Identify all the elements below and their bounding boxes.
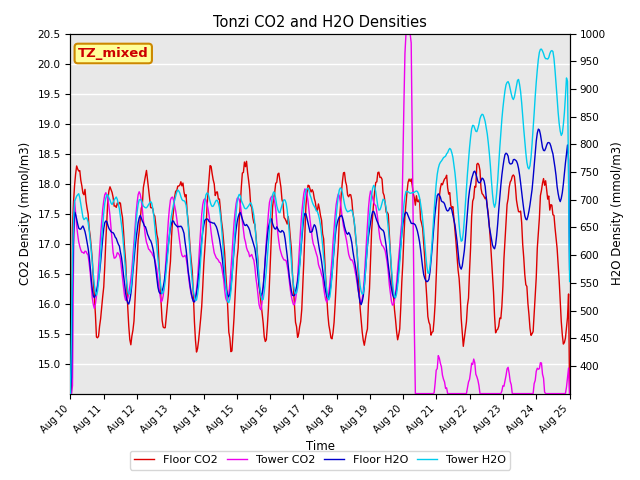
- Y-axis label: H2O Density (mmol/m3): H2O Density (mmol/m3): [611, 142, 624, 286]
- Floor CO2: [278, 197, 286, 203]
- Floor H2O: [520, 206, 527, 212]
- Tower H2O: [370, 182, 378, 188]
- Floor CO2: [347, 192, 355, 198]
- Legend: Floor CO2, Tower CO2, Floor H2O, Tower H2O: Floor CO2, Tower CO2, Floor H2O, Tower H…: [130, 451, 510, 469]
- Tower H2O: [566, 278, 573, 284]
- Line: Floor H2O: Floor H2O: [70, 129, 570, 394]
- Floor H2O: [370, 208, 378, 214]
- Y-axis label: CO2 Density (mmol/m3): CO2 Density (mmol/m3): [19, 142, 32, 285]
- Floor H2O: [222, 283, 230, 289]
- Tower H2O: [433, 171, 441, 177]
- Tower CO2: [370, 199, 378, 205]
- Floor CO2: [243, 158, 250, 164]
- Floor H2O: [346, 231, 353, 237]
- Tower CO2: [346, 255, 353, 261]
- Floor CO2: [435, 220, 442, 226]
- Tower CO2: [67, 391, 74, 396]
- Floor H2O: [277, 229, 285, 235]
- Line: Floor CO2: Floor CO2: [70, 161, 570, 394]
- Floor H2O: [67, 391, 74, 396]
- Title: Tonzi CO2 and H2O Densities: Tonzi CO2 and H2O Densities: [213, 15, 427, 30]
- Line: Tower H2O: Tower H2O: [70, 49, 570, 394]
- Floor H2O: [534, 126, 542, 132]
- Text: TZ_mixed: TZ_mixed: [78, 47, 148, 60]
- Tower CO2: [402, 31, 410, 36]
- Tower CO2: [435, 353, 442, 359]
- Floor CO2: [222, 270, 230, 276]
- Tower H2O: [520, 126, 527, 132]
- Floor H2O: [566, 267, 573, 273]
- Floor CO2: [371, 188, 378, 194]
- Floor CO2: [67, 391, 74, 396]
- Floor CO2: [566, 391, 573, 396]
- Tower H2O: [538, 46, 545, 52]
- Tower CO2: [521, 391, 529, 396]
- Tower CO2: [222, 295, 230, 301]
- Line: Tower CO2: Tower CO2: [70, 34, 570, 394]
- Tower CO2: [566, 391, 573, 396]
- Floor CO2: [521, 272, 529, 277]
- Floor H2O: [433, 193, 441, 199]
- Tower H2O: [346, 208, 353, 214]
- Tower H2O: [67, 391, 74, 396]
- Tower H2O: [277, 206, 285, 212]
- Tower CO2: [277, 250, 285, 255]
- X-axis label: Time: Time: [305, 441, 335, 454]
- Tower H2O: [222, 282, 230, 288]
